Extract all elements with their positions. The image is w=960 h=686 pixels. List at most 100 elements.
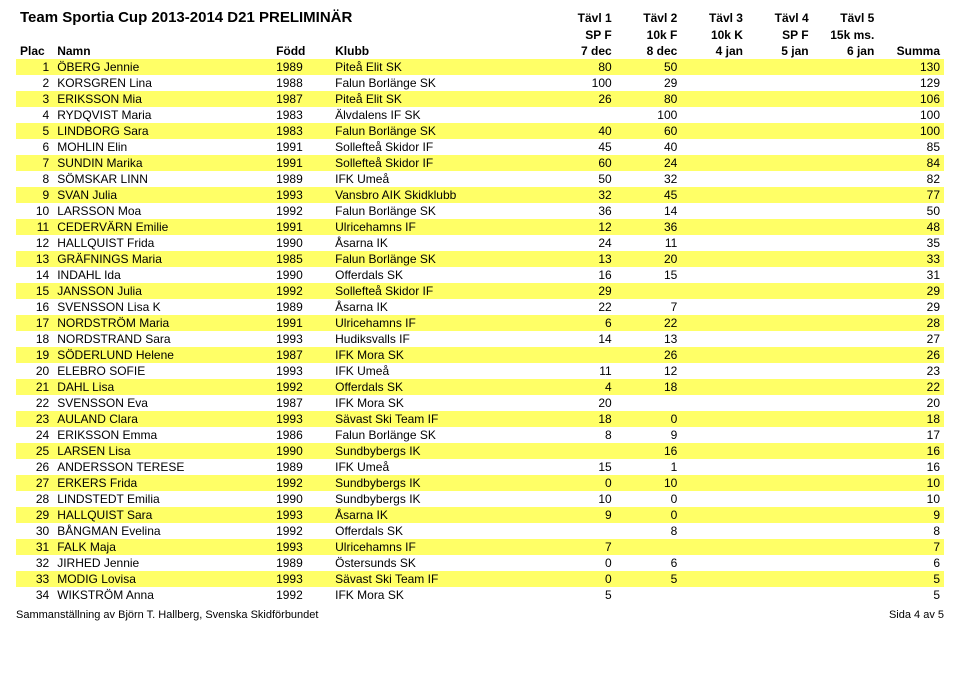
cell-klubb: Hudiksvalls IF — [331, 331, 550, 347]
cell-plac: 23 — [16, 411, 53, 427]
cell-fodd: 1991 — [272, 219, 331, 235]
cell-t3 — [681, 107, 747, 123]
cell-t1: 20 — [550, 395, 616, 411]
cell-t5 — [813, 331, 879, 347]
th-tavl2-a: Tävl 2 — [616, 8, 682, 27]
cell-klubb: IFK Mora SK — [331, 347, 550, 363]
cell-t1: 7 — [550, 539, 616, 555]
cell-summa: 6 — [878, 555, 944, 571]
table-row: 22SVENSSON Eva1987IFK Mora SK2020 — [16, 395, 944, 411]
cell-t3 — [681, 475, 747, 491]
table-header: Team Sportia Cup 2013-2014 D21 PRELIMINÄ… — [16, 8, 944, 59]
table-row: 4RYDQVIST Maria1983Älvdalens IF SK100100 — [16, 107, 944, 123]
table-row: 9SVAN Julia1993Vansbro AIK Skidklubb3245… — [16, 187, 944, 203]
cell-klubb: Åsarna IK — [331, 235, 550, 251]
cell-plac: 30 — [16, 523, 53, 539]
cell-klubb: Offerdals SK — [331, 523, 550, 539]
cell-namn: ERIKSSON Emma — [53, 427, 272, 443]
cell-klubb: Sävast Ski Team IF — [331, 411, 550, 427]
cell-plac: 13 — [16, 251, 53, 267]
cell-namn: LINDBORG Sara — [53, 123, 272, 139]
cell-summa: 77 — [878, 187, 944, 203]
cell-summa: 16 — [878, 459, 944, 475]
table-row: 1ÖBERG Jennie1989Piteå Elit SK8050130 — [16, 59, 944, 75]
cell-t5 — [813, 443, 879, 459]
cell-t1 — [550, 443, 616, 459]
cell-t2: 20 — [616, 251, 682, 267]
cell-summa: 130 — [878, 59, 944, 75]
th-tavl5-a: Tävl 5 — [813, 8, 879, 27]
cell-t4 — [747, 219, 813, 235]
th-tavl2-b: 10k F — [616, 27, 682, 43]
cell-plac: 21 — [16, 379, 53, 395]
cell-t3 — [681, 187, 747, 203]
cell-t2: 22 — [616, 315, 682, 331]
footer-left: Sammanställning av Björn T. Hallberg, Sv… — [16, 609, 318, 621]
cell-t1: 8 — [550, 427, 616, 443]
cell-t2: 29 — [616, 75, 682, 91]
cell-summa: 10 — [878, 491, 944, 507]
cell-namn: CEDERVÄRN Emilie — [53, 219, 272, 235]
cell-t1: 10 — [550, 491, 616, 507]
cell-t2: 15 — [616, 267, 682, 283]
cell-plac: 11 — [16, 219, 53, 235]
table-row: 29HALLQUIST Sara1993Åsarna IK909 — [16, 507, 944, 523]
cell-fodd: 1993 — [272, 187, 331, 203]
cell-t1: 15 — [550, 459, 616, 475]
cell-fodd: 1992 — [272, 283, 331, 299]
cell-namn: MOHLIN Elin — [53, 139, 272, 155]
cell-t2: 60 — [616, 123, 682, 139]
cell-klubb: Vansbro AIK Skidklubb — [331, 187, 550, 203]
table-row: 3ERIKSSON Mia1987Piteå Elit SK2680106 — [16, 91, 944, 107]
cell-plac: 7 — [16, 155, 53, 171]
cell-klubb: Åsarna IK — [331, 507, 550, 523]
cell-t3 — [681, 139, 747, 155]
cell-t4 — [747, 75, 813, 91]
cell-fodd: 1989 — [272, 171, 331, 187]
cell-fodd: 1987 — [272, 91, 331, 107]
cell-t1: 0 — [550, 475, 616, 491]
cell-t3 — [681, 539, 747, 555]
cell-t5 — [813, 395, 879, 411]
cell-t2: 80 — [616, 91, 682, 107]
th-tavl5-c: 6 jan — [813, 43, 879, 59]
cell-klubb: Piteå Elit SK — [331, 59, 550, 75]
cell-plac: 15 — [16, 283, 53, 299]
cell-t5 — [813, 219, 879, 235]
cell-namn: ÖBERG Jennie — [53, 59, 272, 75]
cell-t2: 8 — [616, 523, 682, 539]
cell-t3 — [681, 507, 747, 523]
cell-t4 — [747, 59, 813, 75]
cell-plac: 6 — [16, 139, 53, 155]
cell-t3 — [681, 155, 747, 171]
cell-t3 — [681, 571, 747, 587]
cell-summa: 26 — [878, 347, 944, 363]
cell-klubb: Falun Borlänge SK — [331, 203, 550, 219]
cell-summa: 129 — [878, 75, 944, 91]
cell-plac: 19 — [16, 347, 53, 363]
cell-t1: 50 — [550, 171, 616, 187]
footer-right: Sida 4 av 5 — [889, 609, 944, 621]
table-row: 31FALK Maja1993Ulricehamns IF77 — [16, 539, 944, 555]
cell-t5 — [813, 459, 879, 475]
cell-klubb: IFK Umeå — [331, 459, 550, 475]
cell-t1: 6 — [550, 315, 616, 331]
cell-namn: KORSGREN Lina — [53, 75, 272, 91]
cell-t1 — [550, 523, 616, 539]
cell-summa: 17 — [878, 427, 944, 443]
th-plac: Plac — [16, 43, 53, 59]
cell-klubb: Falun Borlänge SK — [331, 251, 550, 267]
table-row: 7SUNDIN Marika1991Sollefteå Skidor IF602… — [16, 155, 944, 171]
cell-t5 — [813, 251, 879, 267]
cell-summa: 85 — [878, 139, 944, 155]
cell-t2: 16 — [616, 443, 682, 459]
th-klubb: Klubb — [331, 43, 550, 59]
table-row: 23AULAND Clara1993Sävast Ski Team IF1801… — [16, 411, 944, 427]
results-table: Team Sportia Cup 2013-2014 D21 PRELIMINÄ… — [16, 8, 944, 603]
cell-t4 — [747, 379, 813, 395]
th-tavl4-a: Tävl 4 — [747, 8, 813, 27]
cell-klubb: Åsarna IK — [331, 299, 550, 315]
cell-t1: 40 — [550, 123, 616, 139]
cell-t2: 12 — [616, 363, 682, 379]
cell-t3 — [681, 91, 747, 107]
